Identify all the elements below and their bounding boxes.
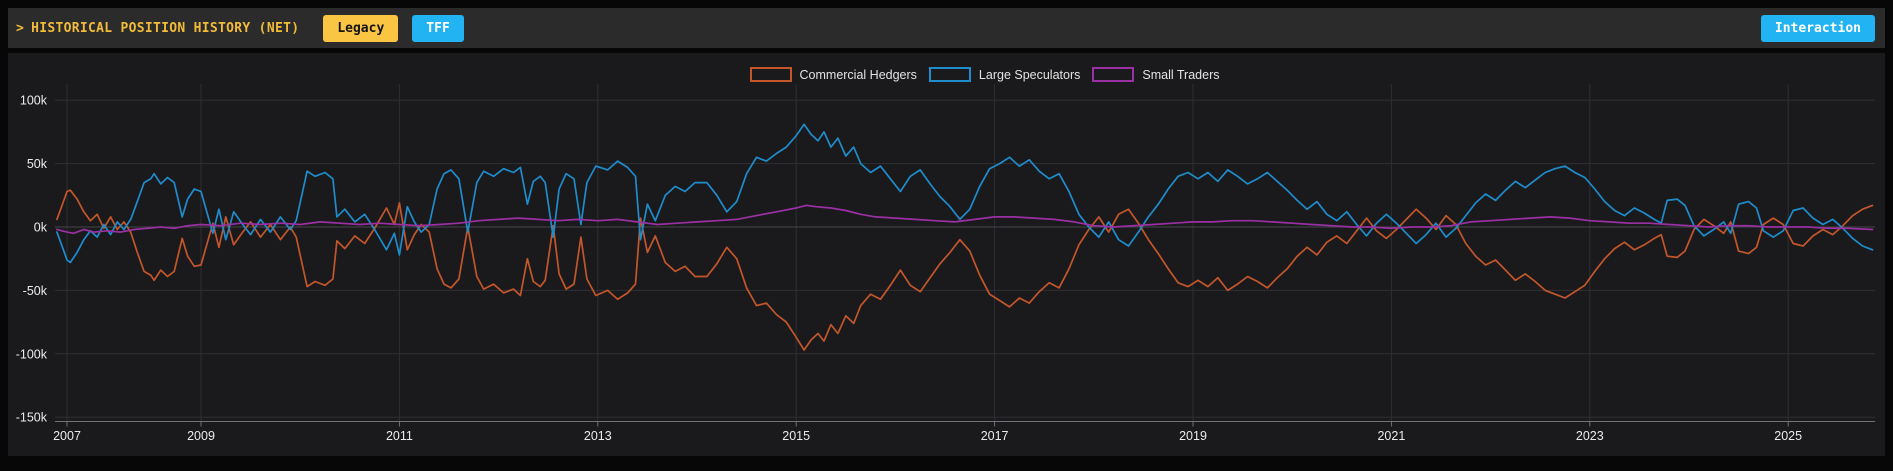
chart-plot[interactable]: 2007 2009 2011 2013 2015 2017 2019 2021 2023 2025… [8, 53, 1885, 456]
x-tick-label: 2011 [386, 429, 413, 443]
y-tick-label: -50k [23, 284, 48, 298]
x-tick-label: 2025 [1774, 429, 1802, 443]
legend-label: Commercial Hedgers [799, 67, 917, 82]
y-tick-label: -150k [16, 411, 48, 425]
legend-item-small-traders[interactable]: Small Traders [1092, 67, 1219, 82]
x-tick-label: 2007 [53, 429, 81, 443]
legend-item-large-speculators[interactable]: Large Speculators [928, 67, 1081, 82]
x-tick-label: 2019 [1179, 429, 1207, 443]
legend-label: Small Traders [1142, 67, 1220, 82]
x-tick-label: 2021 [1377, 429, 1405, 443]
series-line-0[interactable] [56, 189, 1874, 351]
y-tick-label: 50k [27, 157, 48, 171]
x-tick-label: 2017 [981, 429, 1009, 443]
x-tick-label: 2015 [782, 429, 810, 443]
x-tick-label: 2013 [584, 429, 612, 443]
x-tick-label: 2023 [1576, 429, 1604, 443]
y-tick-label: 0k [34, 221, 48, 235]
prompt-caret-icon: > [16, 20, 25, 36]
legacy-button[interactable]: Legacy [323, 14, 399, 42]
y-tick-label: 100k [20, 94, 48, 108]
legend-swatch-icon [749, 67, 792, 82]
header-bar: > HISTORICAL POSITION HISTORY (NET) Lega… [8, 8, 1885, 48]
chart-legend: Commercial Hedgers Large Speculators Sma… [84, 67, 1885, 82]
legend-swatch-icon [928, 67, 971, 82]
tff-button[interactable]: TFF [412, 14, 464, 42]
x-tick-label: 2009 [187, 429, 215, 443]
legend-label: Large Speculators [978, 67, 1081, 82]
chart-panel: Commercial Hedgers Large Speculators Sma… [8, 53, 1885, 456]
series-line-1[interactable] [56, 123, 1874, 264]
title-wrap: > HISTORICAL POSITION HISTORY (NET) [16, 21, 299, 36]
series-line-2[interactable] [56, 204, 1874, 235]
page-title: HISTORICAL POSITION HISTORY (NET) [31, 20, 300, 36]
legend-item-commercial-hedgers[interactable]: Commercial Hedgers [749, 67, 917, 82]
interaction-button[interactable]: Interaction [1760, 14, 1875, 42]
y-tick-label: -100k [16, 347, 48, 361]
legend-swatch-icon [1092, 67, 1135, 82]
